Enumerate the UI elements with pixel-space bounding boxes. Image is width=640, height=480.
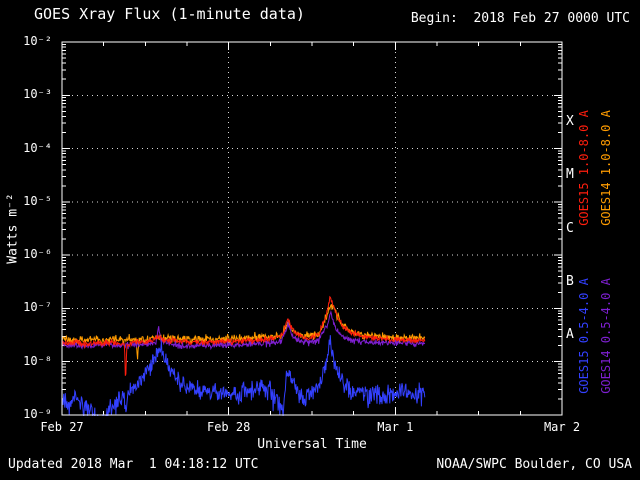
flux-class-label: X	[566, 113, 574, 129]
flux-trace-goes14-1-0-8-0-a	[62, 303, 426, 360]
y-tick-label: 10⁻³	[23, 87, 52, 102]
satellite-channel-label: GOES15 1.0-8.0 A	[577, 110, 591, 226]
flux-class-label: C	[566, 220, 574, 236]
flux-class-label: B	[566, 273, 574, 289]
plot-frame	[61, 41, 563, 416]
x-tick-label: Mar 2	[543, 420, 581, 434]
y-tick-label: 10⁻⁸	[23, 353, 52, 368]
x-tick-label: Feb 28	[206, 420, 251, 434]
satellite-channel-label: GOES15 0.5-4.0 A	[577, 278, 591, 394]
satellite-channel-label: GOES14 1.0-8.0 A	[599, 110, 613, 226]
y-tick-label: 10⁻⁴	[23, 140, 52, 155]
y-tick-label: 10⁻⁵	[23, 193, 52, 208]
y-tick-label: 10⁻⁷	[23, 300, 52, 315]
flux-trace-goes15-1-0-8-0-a	[62, 295, 426, 376]
y-tick-label: 10⁻⁹	[23, 407, 52, 421]
x-tick-label: Mar 1	[377, 420, 414, 434]
flux-trace-goes15-0-5-4-0-a	[62, 335, 426, 416]
x-tick-label: Feb 27	[40, 420, 84, 434]
flux-class-label: M	[566, 167, 574, 183]
flux-class-label: A	[566, 327, 574, 343]
satellite-channel-label: GOES14 0.5-4.0 A	[599, 278, 613, 394]
y-tick-label: 10⁻⁶	[23, 247, 52, 262]
y-tick-label: 10⁻²	[23, 34, 52, 48]
